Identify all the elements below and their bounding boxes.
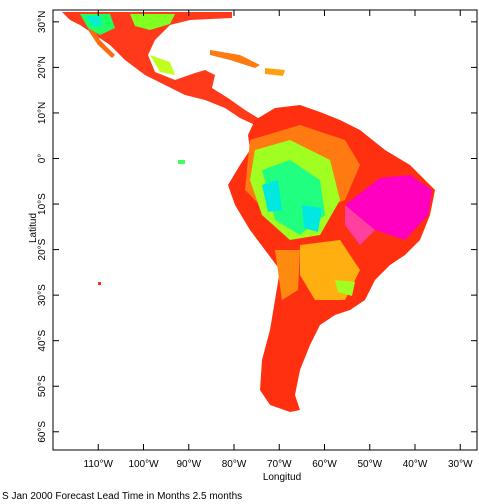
caption: S Jan 2000 Forecast Lead Time in Months … xyxy=(2,491,242,502)
land-patch xyxy=(345,205,375,245)
land-patch xyxy=(150,55,175,75)
island xyxy=(98,282,101,285)
x-tick-label: 90°W xyxy=(176,459,201,470)
land-patch xyxy=(275,250,300,300)
land xyxy=(265,68,285,76)
land-field xyxy=(62,12,435,412)
y-tick-label: 40°S xyxy=(37,329,48,351)
y-tick-label: 60°S xyxy=(37,421,48,443)
land-patch xyxy=(262,180,282,212)
y-tick-label: 50°S xyxy=(37,375,48,397)
axes: 110°W 100°W 90°W 80°W 70°W 60°W 50°W 40°W 30°W 30… xyxy=(37,10,477,470)
x-tick-label: 100°W xyxy=(128,459,159,470)
x-tick-label: 50°W xyxy=(357,459,382,470)
x-tick-label: 110°W xyxy=(84,459,114,470)
land-patch xyxy=(335,280,355,296)
land-patch xyxy=(86,16,102,26)
x-tick-label: 30°W xyxy=(448,459,473,470)
x-tick-label: 80°W xyxy=(222,459,247,470)
land xyxy=(62,12,258,125)
x-tick-label: 40°W xyxy=(403,459,428,470)
y-tick-label: 10°N xyxy=(37,102,48,124)
x-tick-label: 70°W xyxy=(267,459,292,470)
land-patch xyxy=(302,205,322,232)
y-tick-label: 30°N xyxy=(37,11,48,33)
land-patch xyxy=(130,14,175,30)
plot-frame xyxy=(52,9,478,451)
y-tick-label: 20°S xyxy=(37,238,48,260)
y-axis-title: Latitud xyxy=(28,213,39,243)
y-tick-label: 30°S xyxy=(37,284,48,306)
y-tick-label: 0° xyxy=(37,154,48,164)
land xyxy=(210,50,260,68)
land-patch xyxy=(345,175,432,240)
y-tick-label: 10°S xyxy=(37,193,48,215)
x-axis-title: Longitud xyxy=(263,472,301,483)
y-tick-label: 20°N xyxy=(37,56,48,78)
x-tick-label: 60°W xyxy=(312,459,337,470)
island xyxy=(178,160,185,164)
